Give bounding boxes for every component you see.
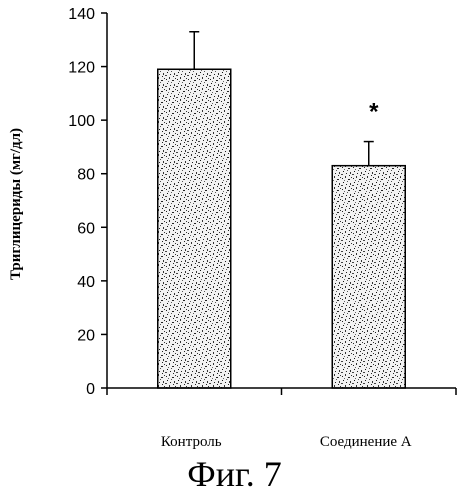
x-category-label: Соединение А [320,434,412,450]
plot-area: Контроль * Соединение А [157,31,412,450]
y-tick-label: 0 [86,381,95,398]
y-axis-label: Триглицериды (мг/дл) [8,128,24,280]
y-tick-label: 60 [77,220,95,237]
y-tick-label: 120 [68,60,95,77]
y-tick-label: 80 [77,167,95,184]
significance-marker: * [369,99,379,126]
x-axis-ticks [106,388,457,395]
y-tick-label: 100 [68,113,95,130]
bar [157,68,232,389]
y-tick-label: 40 [77,274,95,291]
y-tick-label: 140 [68,6,95,23]
y-tick-label: 20 [77,327,95,344]
bar-chart: Контроль * Соединение А 0 20 40 60 80 100 120 140… [8,6,457,450]
x-category-label: Контроль [161,434,222,450]
figure-caption: Фиг. 7 [187,454,282,494]
y-axis-ticks: 0 20 40 60 80 100 120 140 [68,6,107,398]
bar [331,164,406,389]
